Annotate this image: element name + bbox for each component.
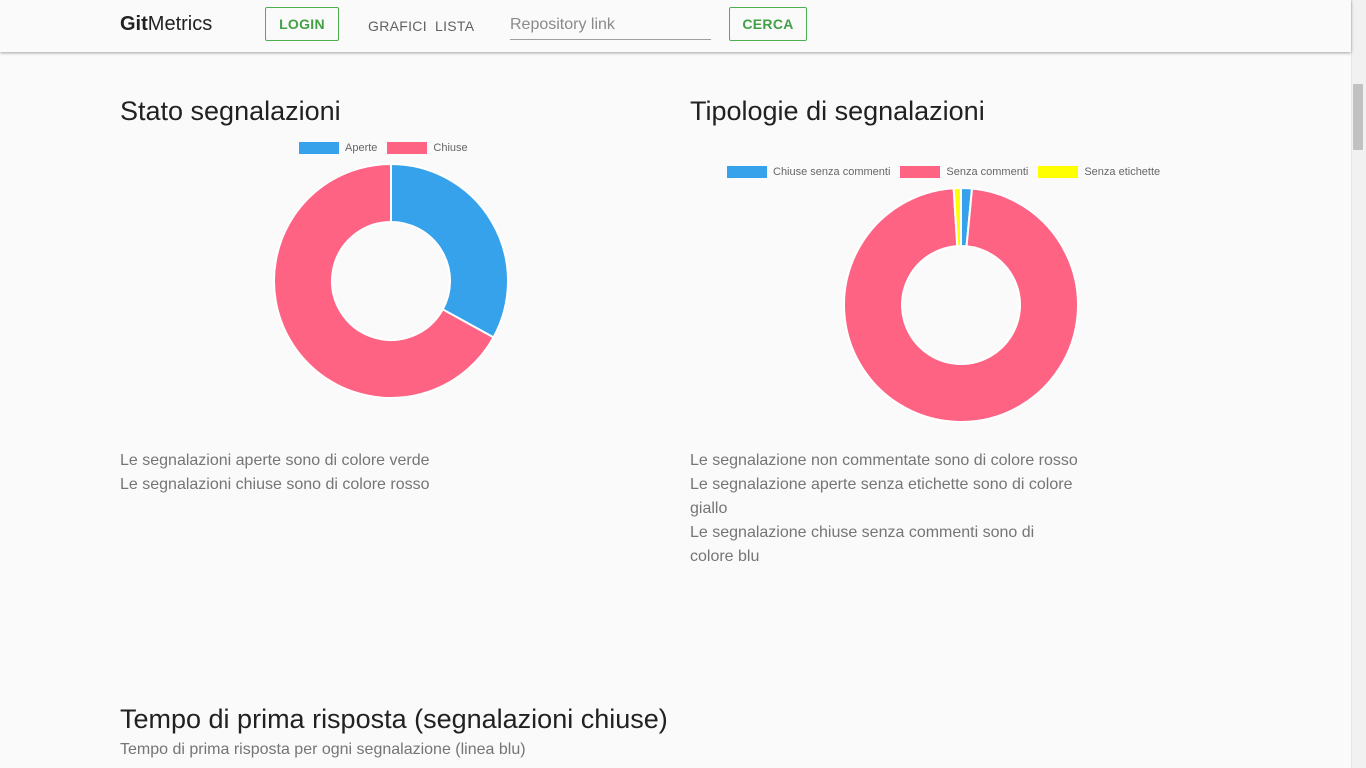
tipologie-description: Le segnalazione non commentate sono di c… bbox=[690, 449, 1080, 569]
doughnut-slice-senza-commenti[interactable] bbox=[843, 187, 1079, 423]
legend-item[interactable]: Senza etichette bbox=[1038, 166, 1160, 178]
tempo-title: Tempo di prima risposta (segnalazioni ch… bbox=[120, 704, 668, 734]
legend-item[interactable]: Aperte bbox=[299, 142, 377, 154]
stato-title: Stato segnalazioni bbox=[120, 96, 341, 126]
doughnut-slice-aperte[interactable] bbox=[390, 162, 509, 339]
tempo-subtitle: Tempo di prima risposta per ogni segnala… bbox=[120, 741, 526, 758]
tipologie-title: Tipologie di segnalazioni bbox=[690, 96, 985, 126]
stato-doughnut-chart bbox=[273, 162, 509, 399]
login-button[interactable]: LOGIN bbox=[265, 7, 339, 41]
legend-swatch bbox=[299, 142, 339, 154]
legend-swatch bbox=[1038, 166, 1079, 178]
repository-link-input[interactable] bbox=[510, 10, 711, 40]
tipologie-desc-line: Le segnalazione aperte senza etichette s… bbox=[690, 476, 1073, 517]
legend-label: Chiuse senza commenti bbox=[773, 166, 891, 178]
legend-label: Senza commenti bbox=[946, 166, 1029, 178]
search-button[interactable]: CERCA bbox=[729, 7, 807, 41]
nav-link-lista[interactable]: LISTA bbox=[435, 18, 475, 34]
legend-label: Chiuse bbox=[433, 142, 468, 154]
stato-desc-line: Le segnalazioni aperte sono di colore ve… bbox=[120, 452, 430, 469]
stato-desc-line: Le segnalazioni chiuse sono di colore ro… bbox=[120, 476, 430, 493]
legend-item[interactable]: Chiuse bbox=[387, 142, 468, 154]
brand-rest: Metrics bbox=[147, 13, 213, 35]
stato-legend: Aperte Chiuse bbox=[299, 141, 478, 155]
tipologie-desc-line: Le segnalazione chiuse senza commenti so… bbox=[690, 524, 1035, 565]
brand-bold: Git bbox=[120, 13, 148, 35]
nav-link-grafici[interactable]: GRAFICI bbox=[368, 18, 427, 34]
stato-description: Le segnalazioni aperte sono di colore ve… bbox=[120, 449, 520, 497]
legend-swatch bbox=[387, 142, 428, 154]
scrollbar-track[interactable] bbox=[1351, 0, 1366, 768]
doughnut-slice-chiuse[interactable] bbox=[273, 162, 495, 399]
legend-item[interactable]: Chiuse senza commenti bbox=[727, 166, 890, 178]
legend-label: Senza etichette bbox=[1084, 166, 1161, 178]
brand-logo[interactable]: GitMetrics bbox=[120, 13, 212, 36]
tipologie-doughnut-chart bbox=[843, 186, 1079, 423]
navbar: GitMetrics LOGIN GRAFICI LISTA CERCA bbox=[0, 0, 1351, 52]
doughnut-slice-senza-etichette[interactable] bbox=[952, 186, 962, 248]
legend-label: Aperte bbox=[345, 142, 378, 154]
scrollbar-thumb[interactable] bbox=[1353, 84, 1363, 150]
tipologie-desc-line: Le segnalazione non commentate sono di c… bbox=[690, 452, 1078, 469]
legend-item[interactable]: Senza commenti bbox=[900, 166, 1028, 178]
legend-swatch bbox=[727, 166, 767, 178]
tipologie-legend: Chiuse senza commenti Senza commenti Senza… bbox=[727, 165, 1170, 179]
legend-swatch bbox=[900, 166, 941, 178]
